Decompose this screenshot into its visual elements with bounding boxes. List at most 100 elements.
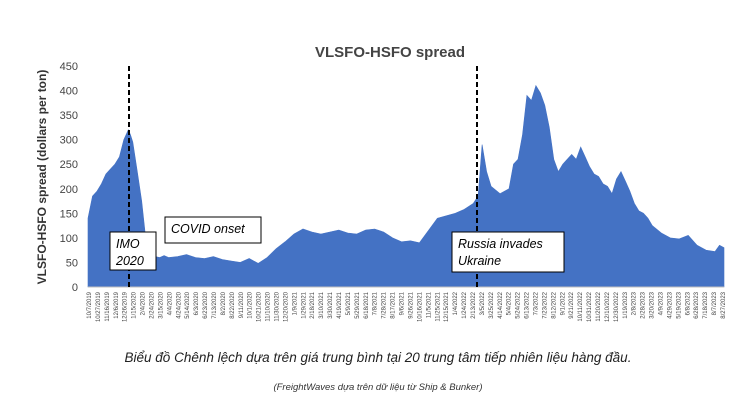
x-tick-label: 10/11/2022 [578,291,584,321]
x-tick-label: 3/10/2021 [319,291,325,318]
y-tick-label: 200 [60,184,78,196]
y-tick-label: 0 [72,282,78,294]
y-tick-label: 150 [60,208,78,220]
x-tick-label: 9/6/2021 [400,291,406,315]
chart: VLSFO-HSFO spread VLSFO-HSFO spread (dol… [35,44,727,322]
x-tick-label: 3/15/2020 [158,291,164,318]
annotation-text: Russia invades [458,237,543,251]
y-tick-label: 400 [60,86,78,98]
x-tick-label: 4/4/2020 [167,291,173,315]
x-tick-label: 6/18/2021 [364,291,370,318]
y-tick-label: 450 [60,61,78,73]
x-tick-label: 7/3/2022 [534,291,540,315]
x-tick-label: 7/28/2021 [382,291,388,318]
x-tick-label: 2/18/2021 [310,291,316,318]
x-tick-label: 7/13/2020 [212,291,218,318]
x-tick-label: 4/14/2022 [498,291,504,318]
x-tick-label: 3/30/2021 [328,291,334,318]
annotation-text: 2020 [115,254,144,268]
y-tick-label: 100 [60,233,78,245]
x-tick-label: 9/26/2021 [409,291,415,318]
x-tick-label: 6/3/2020 [194,291,200,315]
x-tick-label: 2/24/2020 [150,291,156,318]
x-tick-label: 7/8/2021 [373,291,379,315]
x-tick-label: 5/14/2020 [185,291,191,318]
y-axis: 0 50 100 150 200 250 300 350 400 450 [60,61,78,294]
x-tick-label: 11/30/2020 [275,291,281,321]
x-tick-label: 10/7/2019 [87,291,93,318]
x-tick-label: 5/24/2022 [516,291,522,318]
x-tick-label: 6/13/2022 [525,291,531,318]
x-tick-label: 1/15/2020 [132,291,138,318]
x-tick-label: 6/8/2023 [685,291,691,315]
x-tick-label: 4/9/2023 [659,291,665,315]
y-tick-label: 350 [60,110,78,122]
x-tick-label: 12/10/2022 [605,291,611,322]
x-tick-label: 8/22/2020 [230,291,236,318]
annotation-text: Ukraine [458,254,501,268]
x-tick-label: 1/24/2022 [462,291,468,318]
x-tick-label: 11/16/2019 [105,291,111,321]
y-tick-label: 250 [60,159,78,171]
x-tick-label: 9/1/2022 [560,291,566,315]
x-tick-label: 6/23/2020 [203,291,209,318]
y-axis-title: VLSFO-HSFO spread (dollars per ton) [35,70,49,285]
annotation-box [164,216,262,244]
x-axis: 10/7/2019 10/27/2019 11/16/2019 12/6/2019 12… [87,291,727,322]
x-tick-label: 11/25/2021 [435,291,441,321]
x-tick-label: 5/4/2022 [507,291,513,315]
x-tick-label: 8/12/2022 [551,291,557,318]
x-tick-label: 4/24/2020 [176,291,182,318]
annotation-text: COVID onset [171,222,245,236]
x-tick-label: 12/15/2021 [444,291,450,322]
x-tick-label: 12/26/2019 [123,291,129,322]
x-tick-label: 9/21/2022 [569,291,575,318]
x-tick-label: 5/19/2023 [676,291,682,318]
x-tick-label: 10/31/2022 [587,291,593,322]
x-tick-label: 1/9/2021 [292,291,298,315]
x-tick-label: 2/4/2020 [141,291,147,315]
x-tick-label: 3/20/2023 [650,291,656,318]
x-tick-label: 10/27/2019 [96,291,102,322]
x-tick-label: 3/25/2022 [489,291,495,318]
x-tick-label: 8/7/2023 [712,291,718,315]
x-tick-label: 2/28/2023 [641,291,647,318]
x-tick-label: 7/23/2022 [542,291,548,318]
annotation-text: IMO [116,237,140,251]
x-tick-label: 1/29/2021 [301,291,307,318]
x-tick-label: 8/27/2023 [721,291,727,318]
plot-area [87,84,725,288]
x-tick-label: 10/1/2020 [248,291,254,318]
x-tick-label: 11/10/2020 [266,291,272,321]
x-tick-label: 10/16/2021 [417,291,423,322]
x-tick-label: 4/29/2023 [667,291,673,318]
y-tick-label: 50 [66,257,78,269]
x-tick-label: 1/4/2022 [453,291,459,315]
x-tick-label: 8/2/2020 [221,291,227,315]
y-tick-label: 300 [60,135,78,147]
series-area [87,84,725,288]
x-tick-label: 12/6/2019 [114,291,120,318]
chart-source-note: (FreightWaves dựa trên dữ liệu từ Ship &… [273,382,483,393]
x-tick-label: 9/11/2020 [239,291,245,318]
x-tick-label: 7/18/2023 [703,291,709,318]
x-tick-label: 1/19/2023 [623,291,629,318]
x-tick-label: 5/29/2021 [355,291,361,318]
chart-title: VLSFO-HSFO spread [315,44,465,61]
x-tick-label: 10/21/2020 [257,291,263,322]
annotation-box [451,231,565,273]
x-tick-label: 3/5/2022 [480,291,486,315]
annotations: IMO 2020 Russia invades Ukraine COVID onset [109,66,565,287]
x-tick-label: 6/28/2023 [694,291,700,318]
x-tick-label: 11/5/2021 [426,291,432,318]
annotation-box [109,231,157,271]
x-tick-label: 2/8/2023 [632,291,638,315]
x-tick-label: 5/9/2021 [346,291,352,315]
x-tick-label: 8/17/2021 [391,291,397,318]
x-tick-label: 11/20/2022 [596,291,602,321]
chart-caption: Biểu đồ Chênh lệch dựa trên giá trung bì… [124,350,632,365]
x-tick-label: 4/19/2021 [337,291,343,318]
x-tick-label: 12/30/2022 [614,291,620,322]
x-tick-label: 12/20/2020 [284,291,290,322]
x-tick-label: 2/13/2022 [471,291,477,318]
